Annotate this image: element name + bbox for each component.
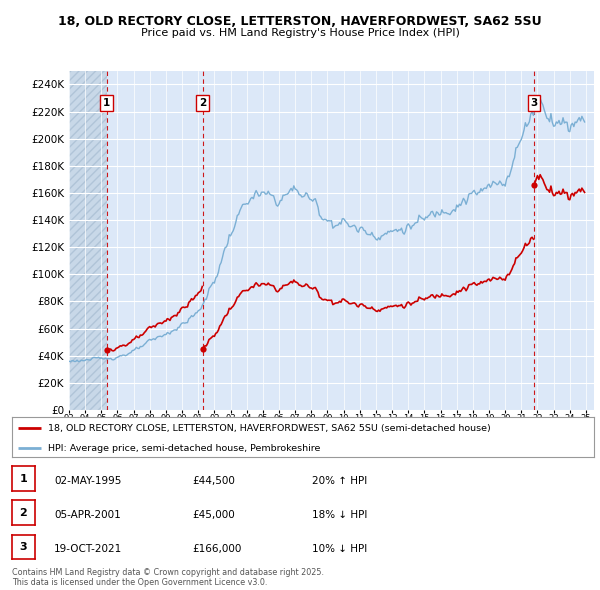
Text: Contains HM Land Registry data © Crown copyright and database right 2025.
This d: Contains HM Land Registry data © Crown c… (12, 568, 324, 587)
Text: 18, OLD RECTORY CLOSE, LETTERSTON, HAVERFORDWEST, SA62 5SU: 18, OLD RECTORY CLOSE, LETTERSTON, HAVER… (58, 15, 542, 28)
Text: 1: 1 (20, 474, 27, 484)
Text: 2: 2 (199, 98, 206, 108)
Text: 10% ↓ HPI: 10% ↓ HPI (312, 544, 367, 554)
Text: 02-MAY-1995: 02-MAY-1995 (54, 476, 121, 486)
Text: HPI: Average price, semi-detached house, Pembrokeshire: HPI: Average price, semi-detached house,… (48, 444, 320, 453)
Text: 18, OLD RECTORY CLOSE, LETTERSTON, HAVERFORDWEST, SA62 5SU (semi-detached house): 18, OLD RECTORY CLOSE, LETTERSTON, HAVER… (48, 424, 491, 433)
Text: 18% ↓ HPI: 18% ↓ HPI (312, 510, 367, 520)
Text: 20% ↑ HPI: 20% ↑ HPI (312, 476, 367, 486)
Text: 1: 1 (103, 98, 110, 108)
Text: 2: 2 (20, 508, 27, 518)
Text: Price paid vs. HM Land Registry's House Price Index (HPI): Price paid vs. HM Land Registry's House … (140, 28, 460, 38)
Text: £44,500: £44,500 (192, 476, 235, 486)
Bar (69, 71, 107, 410)
Text: £166,000: £166,000 (192, 544, 241, 554)
Text: £45,000: £45,000 (192, 510, 235, 520)
Text: 05-APR-2001: 05-APR-2001 (54, 510, 121, 520)
Text: 3: 3 (530, 98, 538, 108)
Text: 3: 3 (20, 542, 27, 552)
Text: 19-OCT-2021: 19-OCT-2021 (54, 544, 122, 554)
